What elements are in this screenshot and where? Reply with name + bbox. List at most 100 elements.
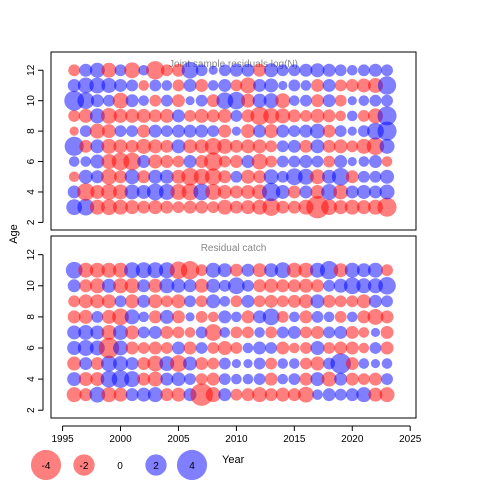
residual-bubble: [231, 358, 241, 369]
residual-bubble: [240, 124, 255, 139]
residual-bubble: [183, 200, 197, 214]
residual-bubble: [287, 185, 301, 199]
residual-bubble: [147, 355, 164, 372]
residual-bubble: [114, 125, 127, 138]
residual-bubble: [136, 108, 151, 123]
residual-bubble: [160, 388, 174, 402]
residual-bubble: [321, 184, 338, 200]
x-tick-label: 2015: [283, 434, 306, 445]
residual-bubble: [274, 262, 291, 279]
residual-bubble: [330, 353, 351, 374]
residual-bubble: [67, 325, 82, 340]
residual-bubble: [370, 327, 381, 338]
residual-bubble: [346, 64, 358, 76]
residual-bubble: [195, 326, 208, 339]
residual-bubble: [79, 388, 93, 402]
residual-bubble: [68, 64, 81, 77]
residual-bubble: [206, 109, 220, 123]
residual-bubble: [124, 169, 140, 185]
residual-bubble: [80, 156, 92, 167]
residual-bubble: [67, 310, 81, 324]
residual-bubble: [331, 167, 350, 186]
residual-bubble: [310, 139, 325, 154]
residual-bubble: [77, 77, 94, 94]
residual-bubble: [333, 200, 348, 215]
residual-bubble: [369, 170, 382, 183]
residual-bubble: [310, 123, 325, 139]
residual-bubble: [180, 261, 200, 280]
residual-bubble: [346, 295, 359, 308]
residual-bubble: [380, 341, 394, 355]
residual-bubble: [347, 126, 357, 136]
residual-bubble: [287, 294, 301, 308]
residual-bubble: [183, 78, 197, 92]
residual-bubble: [334, 79, 347, 92]
residual-bubble: [204, 168, 222, 186]
residual-bubble: [68, 156, 80, 167]
residual-bubble: [103, 94, 115, 107]
residual-bubble: [300, 342, 312, 354]
residual-bubble: [125, 294, 140, 309]
y-axis: 2 4 6 8 10 12: [26, 249, 44, 413]
y-tick-label: 10: [26, 280, 37, 292]
residual-bubble: [206, 372, 220, 386]
residual-bubble: [252, 93, 267, 108]
residual-bubble: [240, 93, 255, 108]
residual-bubble: [185, 312, 195, 322]
residual-bubble: [160, 342, 173, 354]
residual-bubble: [310, 184, 325, 199]
residual-bubble: [322, 169, 337, 184]
residual-bubble: [322, 94, 336, 108]
residual-bubble: [171, 94, 185, 108]
residual-bubble: [171, 63, 185, 77]
residual-bubble: [299, 372, 313, 386]
residual-bubble: [322, 294, 336, 308]
residual-bubble: [125, 341, 139, 355]
residual-bubble: [78, 262, 94, 278]
residual-bubble: [311, 94, 324, 108]
y-tick-label: 2: [26, 407, 37, 413]
residual-bubble: [322, 78, 336, 92]
residual-bubble: [111, 370, 130, 388]
residual-bubble: [149, 94, 162, 107]
residual-bubble: [346, 140, 359, 153]
x-axis: 1995 2000 2005 2010 2015 2020 2025: [51, 425, 422, 445]
residual-bubble: [310, 341, 325, 355]
residual-bubble: [170, 355, 187, 372]
residual-bubble: [171, 341, 185, 355]
residual-bubble: [265, 342, 278, 354]
residual-bubble: [205, 262, 221, 278]
residual-bubble: [207, 80, 219, 91]
residual-bubble: [253, 295, 266, 308]
residual-bubble: [219, 296, 231, 307]
residual-bubble: [195, 357, 209, 371]
residual-bubble: [252, 263, 267, 278]
residual-bubble: [90, 154, 105, 169]
residual-bubble: [171, 109, 185, 123]
residual-bubble: [90, 184, 105, 199]
residual-bubble: [126, 79, 139, 92]
residual-bubble: [289, 342, 300, 354]
residual-bubble: [321, 199, 338, 216]
residual-bubble: [217, 199, 233, 215]
residual-bubble: [229, 155, 243, 169]
residual-bubble: [356, 387, 372, 403]
residual-bubble: [101, 309, 116, 324]
residual-bubble: [306, 195, 329, 219]
residual-bubble: [241, 63, 255, 77]
residual-bubble: [333, 139, 348, 154]
residual-bubble: [77, 198, 95, 216]
residual-bubble: [219, 327, 231, 338]
residual-bubble: [113, 262, 129, 278]
residual-bubble: [300, 94, 312, 107]
residual-bubble: [368, 294, 382, 308]
residual-bubble: [262, 198, 280, 216]
residual-bubble: [230, 342, 243, 354]
residual-bubble: [231, 311, 242, 323]
residual-bubble: [345, 388, 359, 402]
residual-bubble: [184, 109, 196, 122]
residual-bubble: [160, 139, 174, 153]
residual-bubble: [68, 295, 81, 308]
residual-bubble: [206, 294, 221, 309]
x-tick-label: 2020: [341, 434, 364, 445]
